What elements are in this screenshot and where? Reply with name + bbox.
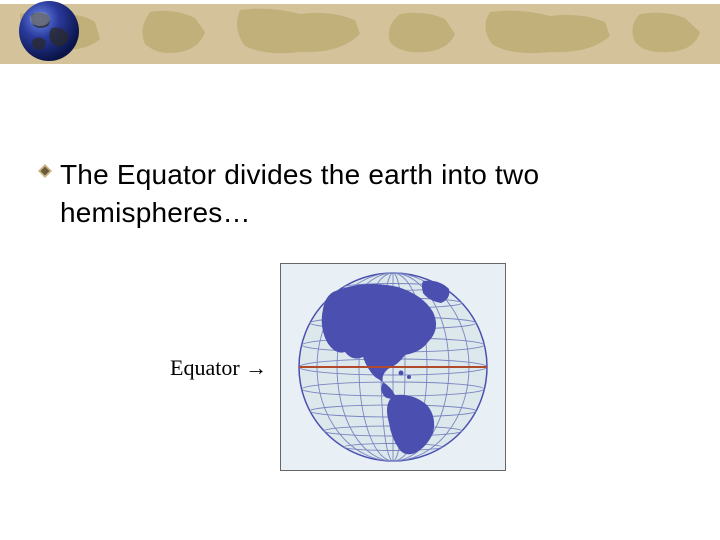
equator-label: Equator → — [170, 355, 267, 381]
main-text: The Equator divides the earth into two h… — [60, 156, 690, 232]
bullet-line: The Equator divides the earth into two h… — [38, 156, 690, 232]
header-band — [0, 0, 720, 78]
globe-figure — [280, 263, 506, 471]
world-map-strip — [0, 4, 720, 64]
diamond-bullet-icon — [38, 164, 52, 178]
content-area: The Equator divides the earth into two h… — [38, 156, 690, 232]
globe-logo-icon — [18, 0, 80, 62]
